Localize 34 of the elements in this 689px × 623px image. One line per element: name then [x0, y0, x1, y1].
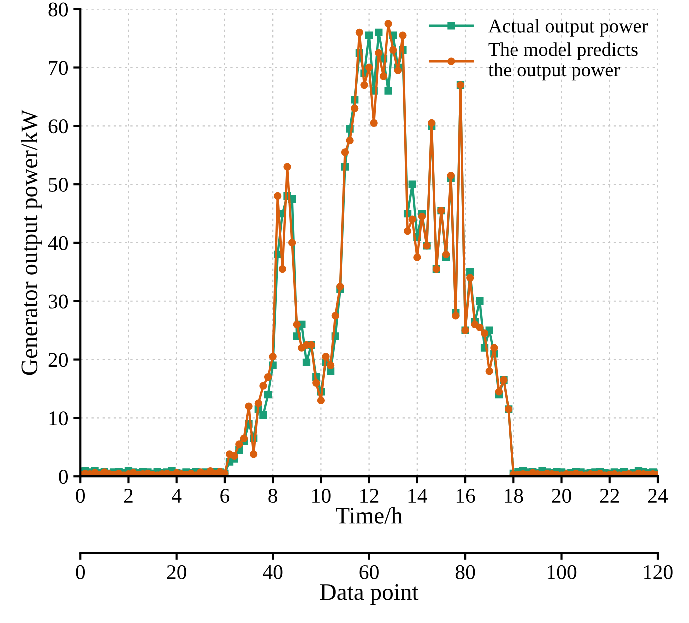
y-axis-title: Generator output power/kW — [21, 110, 42, 376]
x2-tick-label: 120 — [644, 565, 673, 580]
x-tick-label: 16 — [456, 489, 476, 504]
legend-label: Actual output power — [488, 19, 648, 37]
legend-label: The model predicts the output power — [488, 42, 638, 81]
y-tick-label: 20 — [48, 353, 68, 368]
x-tick-label: 18 — [505, 489, 524, 504]
x-tick-label: 4 — [172, 489, 182, 503]
x-tick-label: 8 — [268, 489, 278, 504]
x2-tick-label: 20 — [167, 565, 186, 580]
y-tick-label: 40 — [48, 236, 68, 250]
y-tick-label: 10 — [50, 412, 68, 426]
x2-axis-title: Data point — [320, 584, 419, 606]
y-tick-label: 30 — [48, 294, 68, 309]
x2-tick-label: 100 — [548, 565, 577, 580]
y-tick-label: 50 — [49, 178, 68, 192]
x-tick-label: 2 — [124, 489, 133, 503]
y-tick-label: 80 — [48, 2, 68, 17]
y-tick-label: 0 — [59, 470, 68, 484]
x-tick-label: 6 — [220, 489, 230, 504]
y-tick-label: 60 — [48, 120, 68, 134]
x2-tick-label: 80 — [456, 565, 476, 580]
x2-tick-label: 0 — [76, 565, 86, 580]
x-tick-label: 12 — [360, 489, 379, 503]
x-tick-label: 0 — [76, 489, 86, 504]
x2-tick-label: 60 — [360, 565, 379, 580]
x-tick-label: 22 — [600, 489, 620, 503]
x-tick-label: 24 — [648, 489, 668, 503]
x-axis-title: Time/h — [336, 507, 403, 524]
x2-tick-label: 40 — [263, 565, 283, 580]
x-tick-label: 14 — [408, 489, 428, 503]
x-tick-label: 10 — [312, 489, 331, 504]
y-tick-label: 70 — [49, 61, 68, 76]
x-tick-label: 20 — [552, 489, 572, 504]
